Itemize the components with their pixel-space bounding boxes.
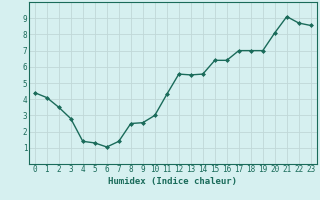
X-axis label: Humidex (Indice chaleur): Humidex (Indice chaleur) [108, 177, 237, 186]
